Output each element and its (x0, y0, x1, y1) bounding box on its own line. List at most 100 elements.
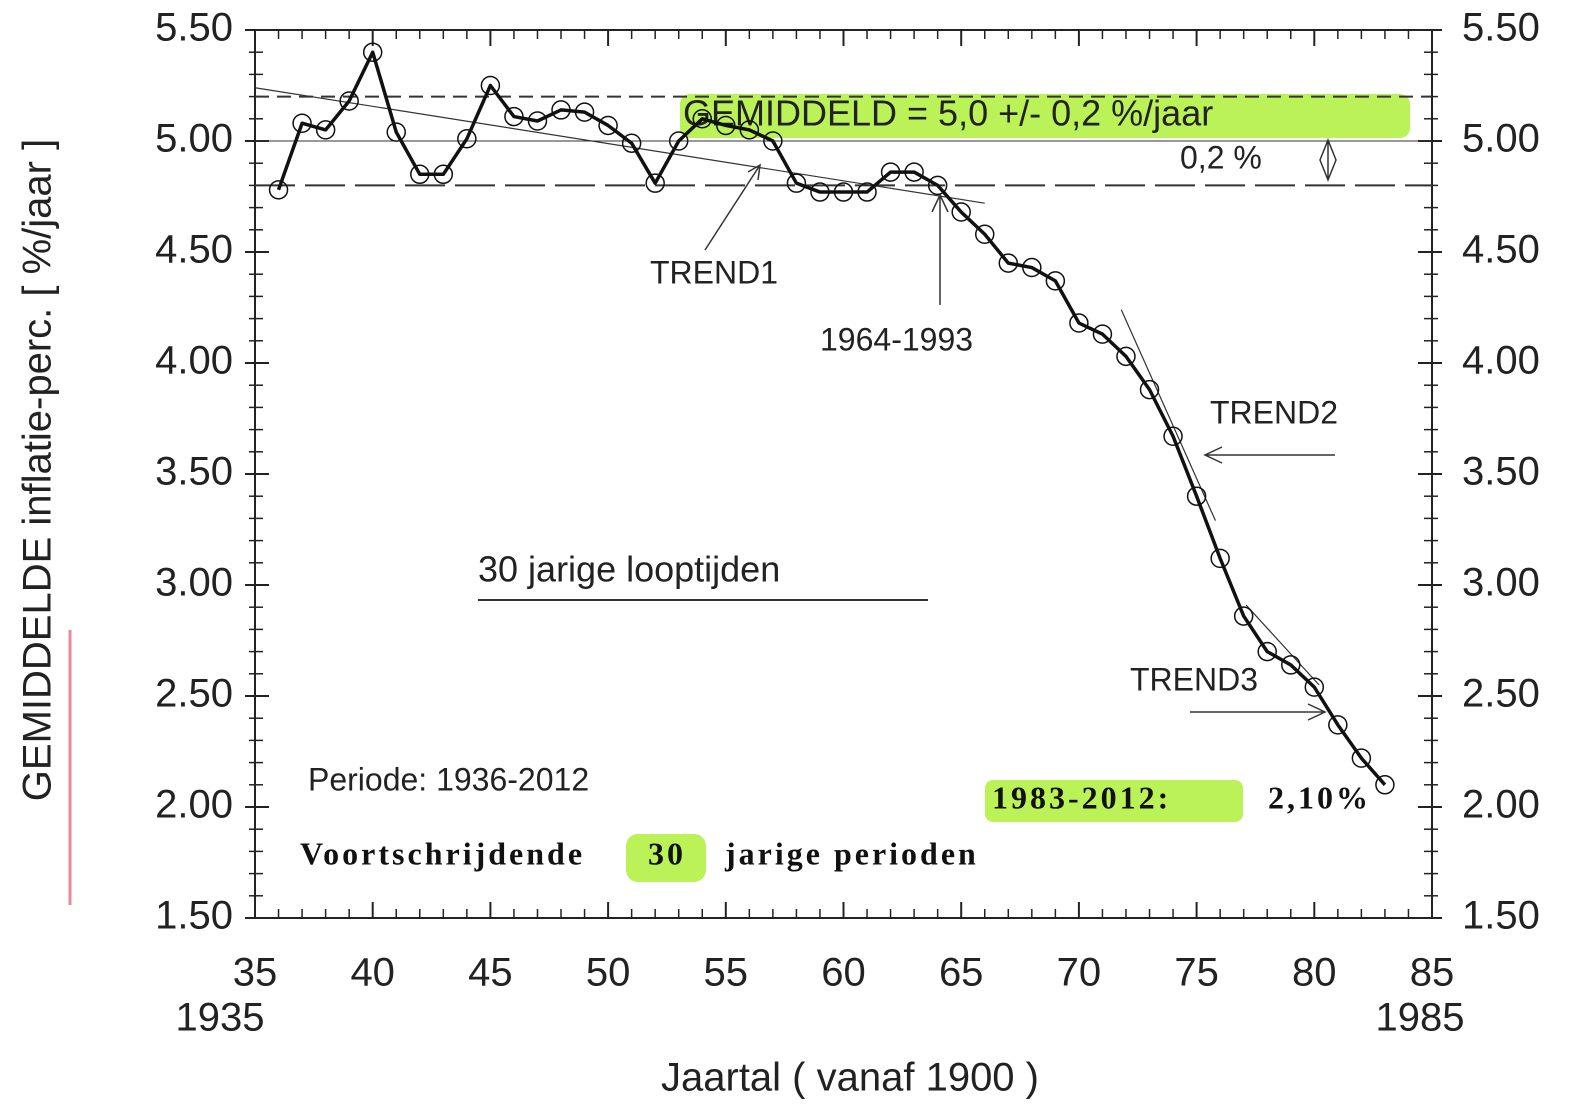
data-point (362, 42, 383, 62)
arrow (704, 163, 761, 251)
annotation: 2,10% (1268, 779, 1371, 815)
annotation: TREND3 (1130, 661, 1258, 697)
data-point (998, 253, 1019, 273)
highlight (680, 94, 1410, 138)
x-end-label: 1935 (176, 996, 265, 1040)
x-tick-label: 40 (350, 951, 395, 995)
annotation: TREND1 (650, 254, 778, 290)
y-tick-label: 2.50 (1462, 672, 1540, 716)
band-arrow (1319, 137, 1337, 183)
trend-line (1245, 604, 1320, 686)
data-point (621, 133, 642, 153)
x-tick-label: 50 (586, 951, 631, 995)
data-point (1022, 257, 1042, 278)
y-tick-label: 2.00 (1462, 783, 1540, 827)
highlight (985, 780, 1243, 822)
y-tick-label: 3.50 (155, 450, 233, 494)
data-point (692, 109, 713, 129)
data-point (1351, 748, 1372, 768)
data-point (410, 164, 430, 185)
data-point (504, 106, 524, 127)
data-point (1257, 641, 1277, 662)
data-point (527, 111, 548, 131)
data-point (974, 224, 995, 244)
highlights (626, 94, 1410, 882)
y-tick-label: 2.50 (155, 672, 233, 716)
annotation: Voortschrijdende (300, 835, 585, 871)
y-tick-label: 2.00 (155, 783, 233, 827)
annotation: 30 jarige looptijden (478, 549, 780, 590)
x-tick-label: 80 (1292, 951, 1337, 995)
arrow (931, 193, 949, 305)
y-tick-label: 3.00 (155, 561, 233, 605)
data-point (739, 120, 760, 140)
x-tick-label: 65 (939, 951, 984, 995)
trend-line (1120, 309, 1216, 521)
data-point (668, 131, 689, 151)
annotation: 30 (648, 835, 686, 871)
data-point (645, 173, 665, 193)
annotation: Periode: 1936-2012 (308, 761, 589, 797)
data-point (904, 162, 924, 182)
y-tick-label: 1.50 (1462, 894, 1540, 938)
data-point (1092, 324, 1113, 344)
data-point (1375, 775, 1395, 795)
x-tick-label: 70 (1057, 951, 1102, 995)
data-point (598, 115, 618, 136)
annotation: 1983-2012: (992, 779, 1171, 815)
data-point (268, 180, 289, 200)
x-end-label: 1985 (1376, 996, 1465, 1040)
y-tick-label: 5.50 (1462, 6, 1540, 50)
y-tick-label: 5.00 (155, 117, 233, 161)
data-point (857, 182, 877, 202)
data-point (1045, 271, 1066, 291)
y-tick-label: 4.50 (1462, 228, 1540, 272)
data-point (480, 75, 501, 96)
annotation: jarige perioden (724, 835, 979, 871)
x-axis-label: Jaartal ( vanaf 1900 ) (661, 1056, 1039, 1100)
data-point (1163, 426, 1183, 447)
data-point (1186, 486, 1207, 506)
data-point (1233, 606, 1254, 626)
y-tick-label: 5.50 (155, 6, 233, 50)
data-point (880, 162, 901, 182)
highlight (626, 834, 706, 882)
y-tick-label: 5.00 (1462, 117, 1540, 161)
annotation: TREND2 (1210, 394, 1338, 430)
y-tick-label: 1.50 (155, 894, 233, 938)
annotation: 0,2 % (1180, 139, 1262, 175)
data-point (786, 173, 807, 193)
y-tick-label: 4.00 (155, 339, 233, 383)
data-point (292, 113, 312, 133)
y-tick-label: 4.00 (1462, 339, 1540, 383)
data-point (951, 202, 971, 222)
data-point (574, 102, 595, 122)
data-point (927, 175, 948, 196)
y-tick-label: 3.00 (1462, 561, 1540, 605)
annotation: GEMIDDELD = 5,0 +/- 0,2 %/jaar (683, 93, 1213, 134)
data-point (1139, 379, 1160, 400)
y-tick-label: 3.50 (1462, 450, 1540, 494)
data-point (433, 164, 454, 185)
data-point (551, 100, 571, 120)
data-point (457, 129, 477, 149)
data-point (1304, 677, 1325, 697)
x-tick-label: 75 (1174, 951, 1219, 995)
data-point (716, 115, 736, 136)
y-axis-label: GEMIDDELDE inflatie-perc. [ %/jaar ] (16, 139, 60, 801)
annotation: 1964-1993 (820, 321, 973, 357)
data-point (1116, 346, 1136, 367)
data-point (763, 131, 783, 151)
data-point (1328, 715, 1348, 735)
x-tick-label: 35 (233, 951, 278, 995)
data-point (1069, 313, 1089, 333)
data-point (315, 120, 336, 140)
arrow (1203, 446, 1335, 464)
y-tick-label: 4.50 (155, 228, 233, 272)
x-tick-label: 60 (821, 951, 866, 995)
x-tick-label: 45 (468, 951, 513, 995)
data-point (339, 91, 359, 111)
data-point (810, 182, 830, 202)
data-line (276, 50, 1387, 786)
